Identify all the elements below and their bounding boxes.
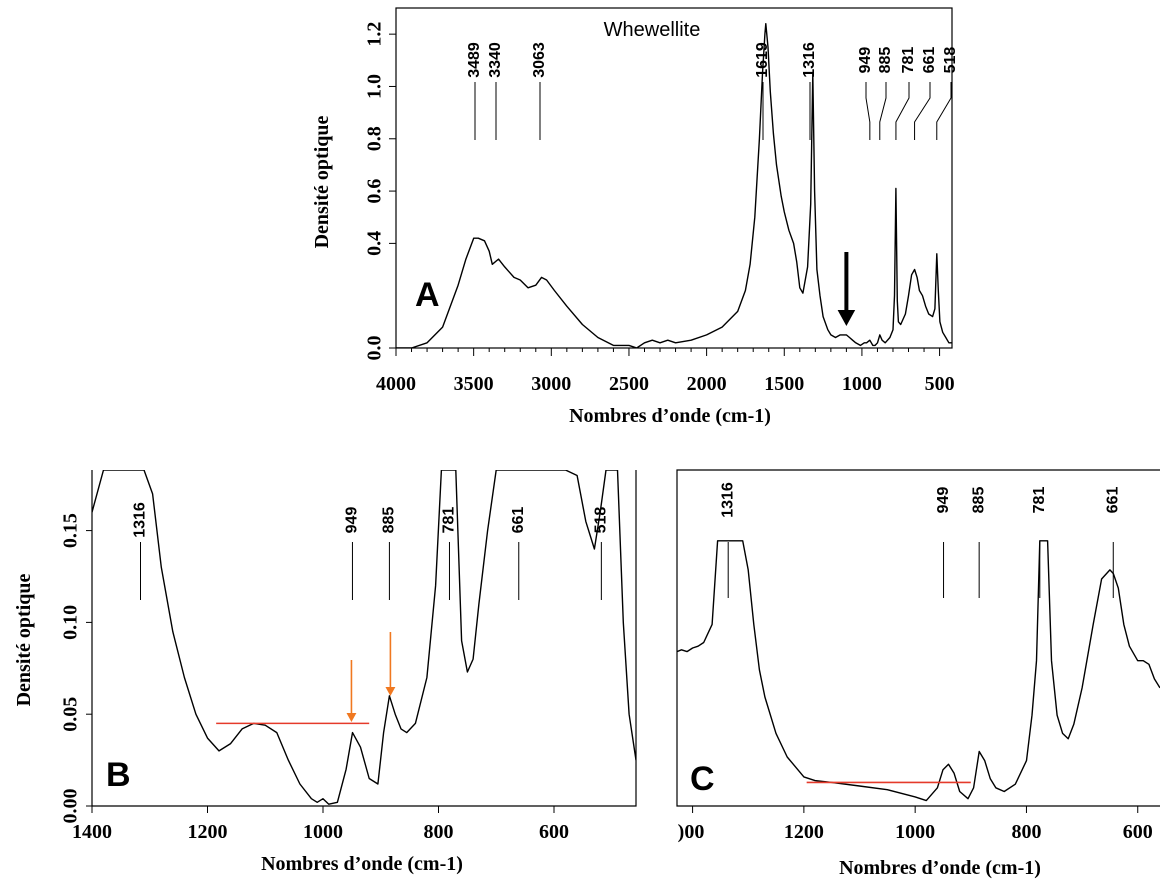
panel-label: A — [415, 276, 440, 314]
peak-label: 1316 — [132, 502, 149, 538]
plot-frame — [91, 470, 637, 807]
plot-frame — [676, 469, 1160, 807]
chart-panel-c: )00 1200 1000 800 600 Nombres d’onde (cm-1) 13… — [676, 469, 1160, 879]
x-tick-label: 1400 — [72, 821, 112, 843]
x-tick-label: 800 — [423, 821, 453, 843]
x-tick-label: 600 — [1123, 821, 1153, 843]
y-tick-label: 0.00 — [60, 789, 82, 824]
chart-panel-b: 0.00 0.05 0.10 0.15 1400 1200 1000 800 600 Nombre… — [13, 470, 637, 875]
peak-label: 885 — [970, 487, 987, 514]
peak-label: 781 — [441, 507, 458, 534]
x-tick-label: 3500 — [454, 373, 494, 395]
x-tick-label: 4000 — [376, 373, 416, 395]
peak-label: 3340 — [487, 42, 504, 78]
x-tick-label: 1000 — [895, 821, 935, 843]
peak-label: 1316 — [719, 482, 736, 518]
chart-title: Whewellite — [604, 19, 701, 41]
x-tick-label: 2500 — [609, 373, 649, 395]
spectrum-line — [677, 540, 1160, 802]
orange-arrow-949-head — [346, 713, 357, 722]
panel-label: C — [690, 760, 715, 798]
peak-marker — [879, 82, 887, 140]
y-axis-title: Densité optique — [311, 115, 333, 248]
x-axis-title: Nombres d’onde (cm-1) — [569, 405, 771, 427]
peak-label: 3063 — [531, 42, 548, 78]
peak-label: 661 — [1104, 487, 1121, 514]
plot-frame — [395, 7, 953, 349]
peak-label: 661 — [510, 507, 527, 534]
peak-label: 518 — [942, 47, 959, 74]
arrow-indicator-head — [837, 310, 856, 326]
peak-label: 949 — [344, 507, 361, 534]
peak-marker — [895, 82, 910, 140]
peak-marker — [914, 82, 931, 140]
spectrum-line — [92, 470, 636, 805]
peak-marker — [936, 82, 952, 140]
x-tick-label: 1500 — [764, 373, 804, 395]
orange-arrow-885-head — [385, 687, 396, 696]
x-tick-label: 1000 — [842, 373, 882, 395]
x-tick-label: 1200 — [784, 821, 824, 843]
peak-label: 518 — [593, 507, 610, 534]
y-tick-label: 0.6 — [364, 179, 386, 204]
peak-label: 781 — [1031, 487, 1048, 514]
y-tick-label: 0.4 — [364, 231, 386, 256]
peak-label: 661 — [921, 47, 938, 74]
x-axis-title: Nombres d’onde (cm-1) — [839, 857, 1041, 879]
peak-label: 885 — [877, 47, 894, 74]
y-tick-label: 0.0 — [364, 336, 386, 361]
x-tick-label: 1000 — [303, 821, 343, 843]
y-axis-title: Densité optique — [13, 573, 35, 706]
x-tick-label: )00 — [678, 821, 705, 843]
x-tick-label: 600 — [539, 821, 569, 843]
chart-panel-a: 0.0 0.4 0.6 0.8 1.0 1.2 4000 3500 3000 2500 2000 15… — [311, 7, 959, 427]
y-tick-label: 0.05 — [60, 697, 82, 732]
x-tick-label: 800 — [1011, 821, 1041, 843]
peak-marker — [865, 82, 871, 140]
peak-label: 949 — [857, 47, 874, 74]
x-tick-label: 500 — [925, 373, 955, 395]
y-tick-label: 1.0 — [364, 74, 386, 99]
peak-label: 1316 — [801, 42, 818, 78]
x-tick-label: 3000 — [531, 373, 571, 395]
spectrum-line — [396, 23, 952, 348]
peak-label: 949 — [935, 487, 952, 514]
x-axis-title: Nombres d’onde (cm-1) — [261, 853, 463, 875]
y-tick-label: 0.15 — [60, 513, 82, 548]
x-tick-label: 2000 — [687, 373, 727, 395]
peak-label: 885 — [381, 507, 398, 534]
peak-label: 3489 — [466, 42, 483, 78]
y-tick-label: 0.10 — [60, 605, 82, 640]
y-tick-label: 1.2 — [364, 22, 386, 47]
peak-label: 781 — [900, 47, 917, 74]
peak-label: 1619 — [754, 42, 771, 78]
y-tick-label: 0.8 — [364, 126, 386, 151]
x-tick-label: 1200 — [187, 821, 227, 843]
panel-label: B — [106, 756, 131, 794]
